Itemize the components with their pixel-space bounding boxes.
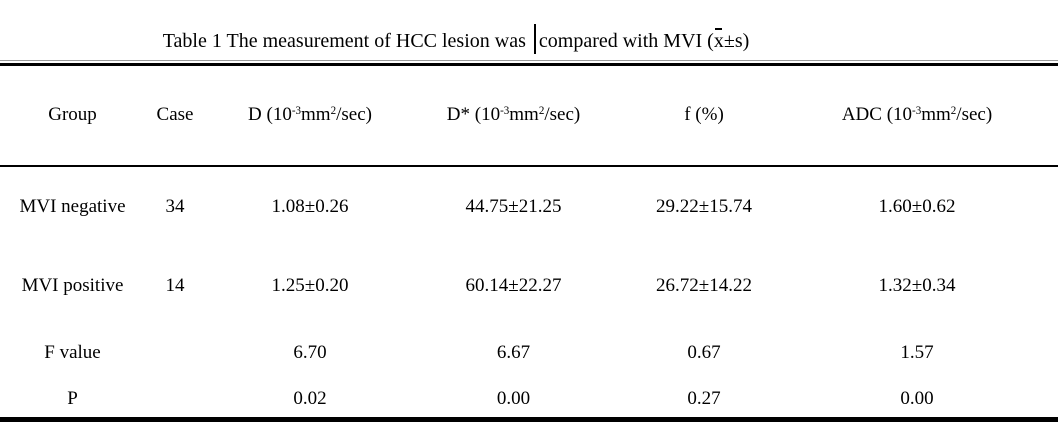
col-header-group: Group [48,104,97,126]
table-row-f-value: F value 6.70 6.67 0.67 1.57 [0,324,1058,382]
cell-adc: 1.57 [900,341,934,363]
cell-case [145,324,205,382]
cell-group: MVI negative [19,196,126,217]
cell-dstar: 60.14±22.27 [465,274,562,296]
table-row-mvi-positive: MVI positive 14 1.25±0.20 60.14±22.27 26… [0,248,1058,324]
cell-case: 34 [165,196,185,217]
x-bar-symbol: x [713,27,724,52]
table-top-hairline [0,60,1058,61]
caption-text-after-cursor: compared with MVI ( [538,30,714,52]
cell-group: P [67,388,78,410]
table-caption: Table 1 The measurement of HCC lesion wa… [0,0,1062,60]
cell-adc: 1.32±0.34 [878,274,956,296]
cell-dstar: 0.00 [496,388,531,410]
col-header-case: Case [156,104,194,126]
cell-group: F value [44,341,101,363]
cell-d: 1.08±0.26 [271,196,349,217]
cell-f: 29.22±15.74 [656,196,752,217]
cell-f: 0.27 [687,388,721,410]
cell-dstar: 6.67 [496,341,531,363]
cell-case: 14 [165,274,185,296]
table-row-mvi-negative: MVI negative 34 1.08±0.26 44.75±21.25 29… [0,166,1058,248]
col-header-dstar: D* (10-3mm2/sec) [446,104,581,126]
caption-text-before-cursor: Table 1 The measurement of HCC lesion wa… [162,30,526,52]
cell-d: 6.70 [293,341,327,363]
text-cursor [533,24,536,54]
cell-d: 0.02 [293,388,327,410]
cell-group: MVI positive [21,274,124,296]
cell-case [145,382,205,420]
col-header-d: D (10-3mm2/sec) [248,104,372,126]
cell-d: 1.25±0.20 [271,274,349,296]
table-row-p-value: P 0.02 0.00 0.27 0.00 [0,382,1058,420]
col-header-adc: ADC (10-3mm2/sec) [841,104,993,126]
caption-text-tail: ±s) [723,30,750,52]
col-header-f: f (%) [684,104,724,126]
cell-f: 26.72±14.22 [656,274,752,296]
measurement-table: Group Case D (10-3mm2/sec) D* (10-3mm2/s… [0,63,1058,422]
cell-f: 0.67 [687,341,721,363]
cell-adc: 1.60±0.62 [878,196,956,217]
cell-dstar: 44.75±21.25 [465,196,562,217]
cell-adc: 0.00 [900,388,934,410]
header-row: Group Case D (10-3mm2/sec) D* (10-3mm2/s… [0,65,1058,166]
